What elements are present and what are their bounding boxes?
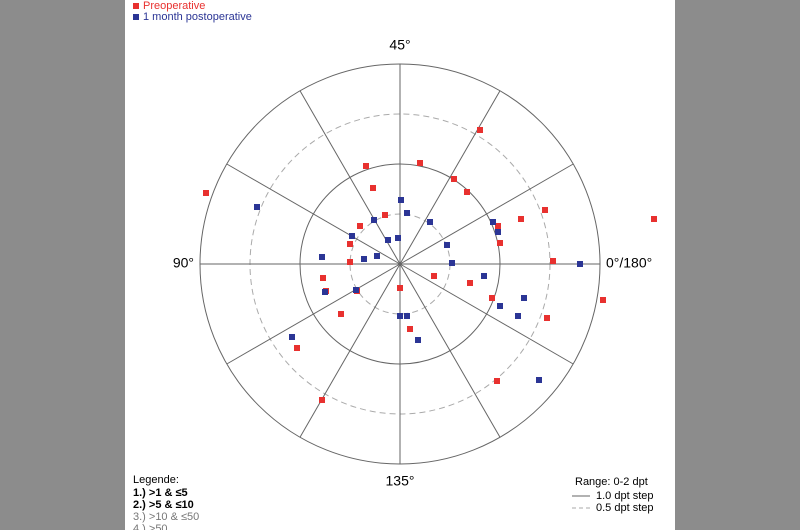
angle-label: 135° <box>386 473 415 489</box>
point <box>398 197 404 203</box>
point <box>385 237 391 243</box>
point <box>497 240 503 246</box>
point <box>347 259 353 265</box>
spoke <box>226 163 401 265</box>
point <box>477 127 483 133</box>
spoke <box>399 90 501 265</box>
point <box>451 176 457 182</box>
point <box>495 223 501 229</box>
legend-note: 4.) >50 <box>133 523 168 530</box>
point <box>254 204 260 210</box>
legend-label: Preoperative <box>143 0 205 12</box>
point <box>431 273 437 279</box>
spoke <box>226 263 401 365</box>
point <box>397 285 403 291</box>
point <box>370 185 376 191</box>
point <box>357 223 363 229</box>
point <box>395 235 401 241</box>
point <box>361 256 367 262</box>
point <box>415 337 421 343</box>
point <box>363 163 369 169</box>
point <box>490 219 496 225</box>
legend-note: 1.) >1 & ≤5 <box>133 487 188 499</box>
point <box>464 189 470 195</box>
point <box>518 216 524 222</box>
point <box>289 334 295 340</box>
point <box>371 217 377 223</box>
legend-swatch <box>133 14 139 20</box>
range-label: 0.5 dpt step <box>596 502 654 514</box>
angle-label: 90° <box>173 255 194 271</box>
point <box>404 313 410 319</box>
spoke <box>299 263 401 438</box>
point <box>404 210 410 216</box>
point <box>481 273 487 279</box>
point <box>489 295 495 301</box>
legend-note: 3.) >10 & ≤50 <box>133 511 199 523</box>
spoke <box>399 263 574 365</box>
legend-swatch <box>133 3 139 9</box>
point <box>294 345 300 351</box>
point <box>544 315 550 321</box>
point <box>536 377 542 383</box>
point <box>319 397 325 403</box>
point <box>542 207 548 213</box>
point <box>444 242 450 248</box>
spoke <box>299 90 401 265</box>
point <box>347 241 353 247</box>
point <box>521 295 527 301</box>
point <box>338 311 344 317</box>
spoke <box>399 163 574 265</box>
legend-title: Legende: <box>133 474 179 486</box>
point <box>319 254 325 260</box>
point <box>407 326 413 332</box>
point <box>203 190 209 196</box>
angle-label: 0°/180° <box>606 255 652 271</box>
point <box>515 313 521 319</box>
point <box>417 160 423 166</box>
range-label: 1.0 dpt step <box>596 490 654 502</box>
angle-label: 45° <box>389 37 410 53</box>
spoke <box>399 263 501 438</box>
point <box>577 261 583 267</box>
point <box>497 303 503 309</box>
point <box>397 313 403 319</box>
point <box>651 216 657 222</box>
legend-label: 1 month postoperative <box>143 11 252 23</box>
legend-note: 2.) >5 & ≤10 <box>133 499 194 511</box>
point <box>382 212 388 218</box>
point <box>495 229 501 235</box>
point <box>427 219 433 225</box>
point <box>494 378 500 384</box>
range-title: Range: 0-2 dpt <box>575 476 648 488</box>
point <box>550 258 556 264</box>
point <box>353 287 359 293</box>
point <box>320 275 326 281</box>
point <box>374 253 380 259</box>
point <box>322 289 328 295</box>
point <box>600 297 606 303</box>
point <box>449 260 455 266</box>
point <box>349 233 355 239</box>
point <box>467 280 473 286</box>
